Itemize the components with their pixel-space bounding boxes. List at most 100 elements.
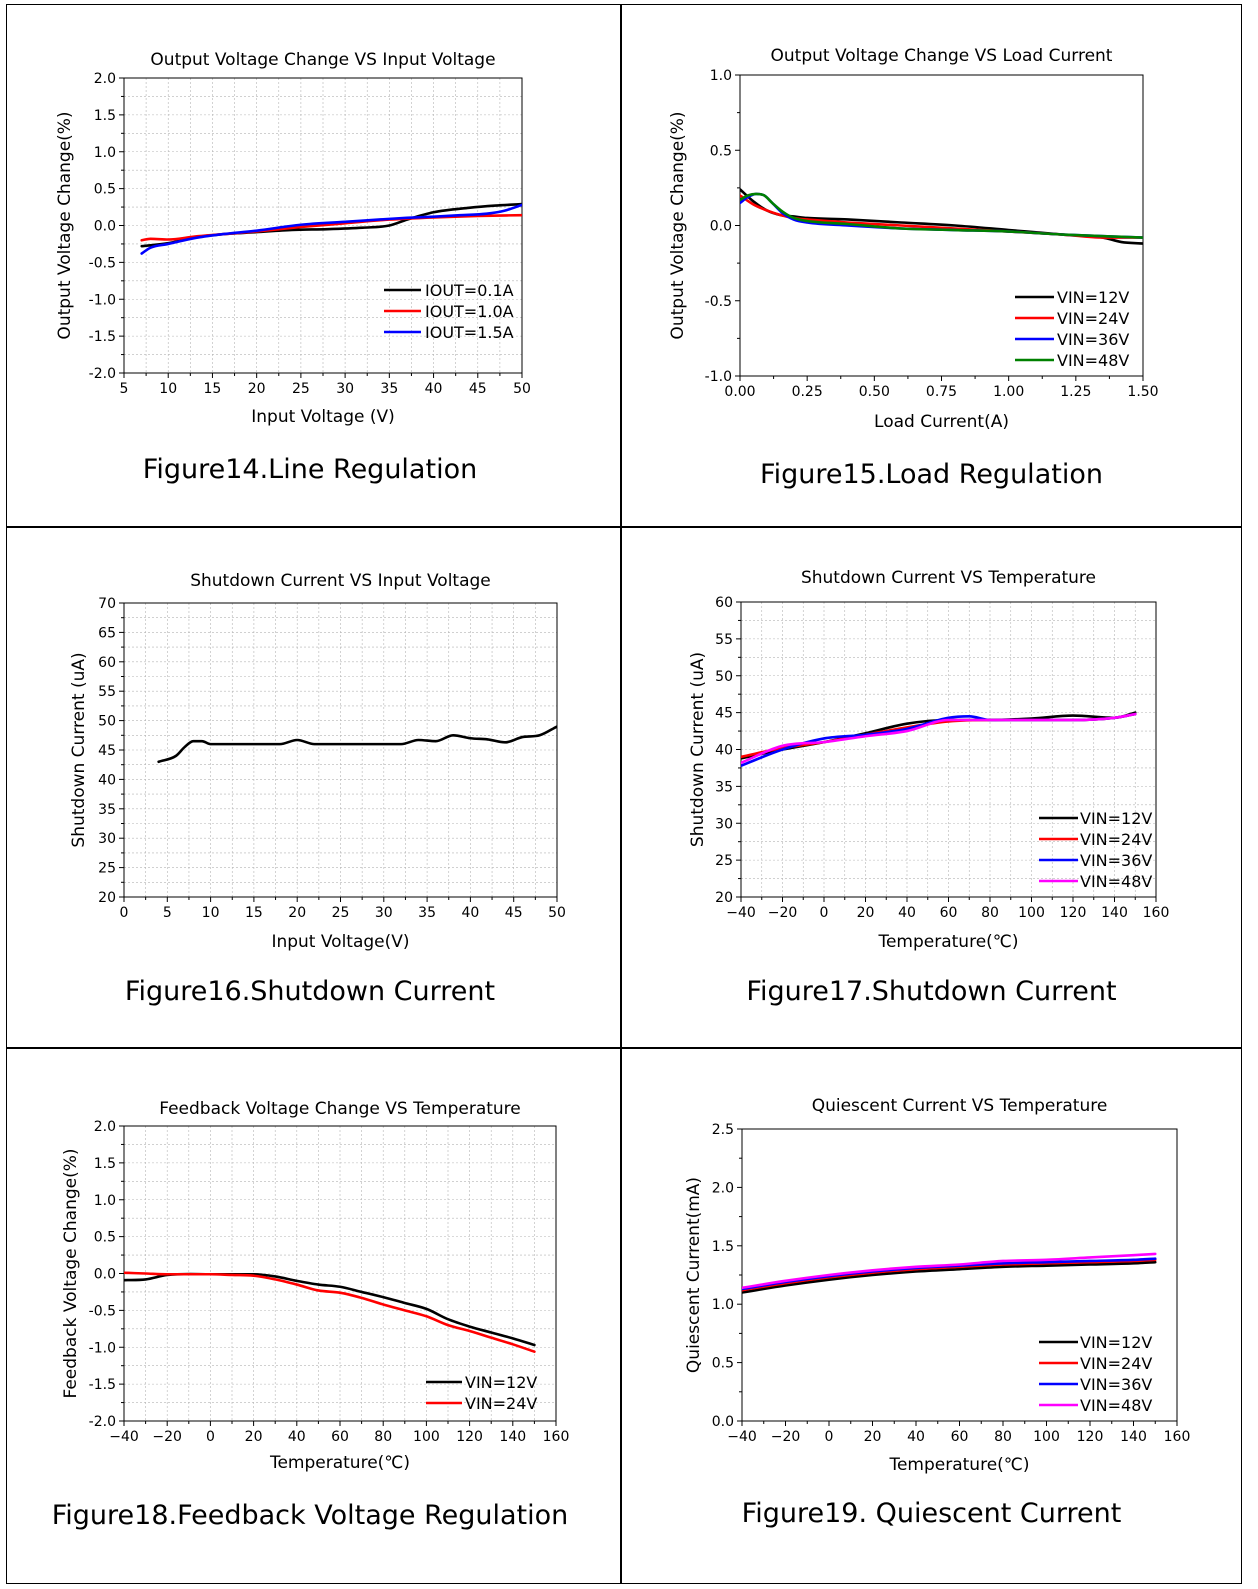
x-tick-label: −20 — [152, 1429, 182, 1445]
x-tick-label: 160 — [543, 1429, 570, 1445]
y-axis-label: Output Voltage Change(%) — [668, 111, 688, 339]
x-tick-label: 0.50 — [859, 384, 890, 400]
x-tick-label: 80 — [981, 905, 999, 921]
x-tick-label: 1.25 — [1060, 384, 1091, 400]
chart-title: Feedback Voltage Change VS Temperature — [159, 1099, 521, 1119]
x-tick-label: 1.50 — [1127, 384, 1158, 400]
y-tick-label: 0.5 — [94, 182, 116, 198]
legend-label: VIN=48V — [1080, 1396, 1152, 1415]
figure18-panel: −40 −20 0 20 40 60 80 100 120 140 160 -2.0 -1.5 -1.0 -… — [0, 1048, 620, 1584]
y-tick-label: 35 — [98, 802, 116, 818]
x-tick-label: 60 — [940, 905, 958, 921]
x-axis-label: Temperature(℃) — [877, 932, 1018, 952]
y-tick-label: 20 — [98, 890, 116, 906]
figure17-panel: −40 −20 0 20 40 60 80 100 120 140 160 20 25 30 35 40 45 5… — [621, 527, 1242, 1047]
y-tick-label: 1.0 — [712, 1297, 734, 1313]
grid-lines — [741, 602, 1156, 897]
y-tick-label: 2.0 — [94, 1119, 116, 1135]
y-tick-label: 60 — [98, 655, 116, 671]
y-tick-label: 1.0 — [94, 1193, 116, 1209]
legend: VIN=12V VIN=24V VIN=36V VIN=48V — [1039, 809, 1152, 891]
legend-label: VIN=24V — [1080, 1354, 1152, 1373]
x-tick-label: 120 — [456, 1429, 483, 1445]
legend-label: VIN=12V — [1057, 288, 1129, 307]
figure15-caption: Figure15.Load Regulation — [760, 459, 1103, 490]
legend-label: IOUT=0.1A — [425, 281, 514, 300]
figure16-caption: Figure16.Shutdown Current — [124, 976, 496, 1007]
x-tick-label: 50 — [513, 381, 531, 397]
grid-divider-vertical — [620, 4, 622, 1584]
x-tick-label: 0 — [820, 905, 829, 921]
chart-figure16: 0 5 10 15 20 25 30 35 40 45 50 20 25 30 35 40 45 50 55 60 65… — [69, 571, 566, 952]
legend-label: VIN=36V — [1080, 851, 1152, 870]
x-tick-label: 15 — [204, 381, 222, 397]
x-tick-label: 60 — [951, 1429, 969, 1445]
y-tick-label: 2.0 — [94, 71, 116, 87]
y-tick-label: 60 — [715, 595, 733, 611]
x-tick-label: 100 — [413, 1429, 440, 1445]
figure19-caption: Figure19. Quiescent Current — [741, 1498, 1122, 1529]
figure15-panel: 0.00 0.25 0.50 0.75 1.00 1.25 1.50 -1.0 -0.5 0.0 0… — [621, 0, 1242, 526]
y-tick-label: 40 — [715, 743, 733, 759]
y-axis-label: Shutdown Current (uA) — [688, 652, 708, 847]
x-tick-label: 20 — [857, 905, 875, 921]
legend-label: VIN=24V — [465, 1394, 537, 1413]
x-tick-label: 60 — [331, 1429, 349, 1445]
chart-figure18: −40 −20 0 20 40 60 80 100 120 140 160 -2.0 -1.5 -1.0 -… — [61, 1099, 570, 1473]
y-tick-label: -0.5 — [89, 255, 116, 271]
y-tick-label: 25 — [715, 853, 733, 869]
legend-label: VIN=36V — [1080, 1375, 1152, 1394]
x-tick-label: 40 — [898, 905, 916, 921]
x-tick-label: 0.75 — [926, 384, 957, 400]
y-tick-label: 1.5 — [94, 108, 116, 124]
y-tick-label: -2.0 — [89, 1414, 116, 1430]
y-tick-label: 1.5 — [94, 1156, 116, 1172]
figure14-panel: 5 10 15 20 25 30 35 40 45 50 -2.0 -1.5 -1.0 -0.5 0.0 0.… — [0, 0, 620, 526]
y-axis-label: Quiescent Current(mA) — [684, 1177, 704, 1373]
axis-ticks — [736, 601, 1157, 902]
x-tick-label: 10 — [202, 905, 220, 921]
y-tick-label: 55 — [715, 632, 733, 648]
x-tick-label: 160 — [1143, 905, 1170, 921]
figure18-caption: Figure18.Feedback Voltage Regulation — [51, 1500, 569, 1531]
y-tick-label: -1.5 — [89, 329, 116, 345]
y-tick-label: 0.0 — [712, 1414, 734, 1430]
x-tick-label: 10 — [159, 381, 177, 397]
x-tick-label: 5 — [120, 381, 129, 397]
chart-title: Shutdown Current VS Temperature — [801, 568, 1096, 588]
y-tick-label: 20 — [715, 890, 733, 906]
x-tick-label: 40 — [461, 905, 479, 921]
figure-grid-border — [6, 4, 1242, 1584]
series-line-vin-12v — [124, 1272, 536, 1347]
chart-title: Shutdown Current VS Input Voltage — [190, 571, 491, 591]
y-tick-label: 50 — [715, 669, 733, 685]
x-tick-label: 0 — [206, 1429, 215, 1445]
axis-ticks — [119, 602, 558, 902]
grid-divider-row2 — [6, 1047, 1242, 1049]
x-tick-label: 40 — [288, 1429, 306, 1445]
series-line-iout-1-5a — [140, 203, 522, 255]
y-axis-label: Feedback Voltage Change(%) — [61, 1148, 81, 1398]
x-tick-label: 45 — [505, 905, 523, 921]
x-tick-label: 20 — [864, 1429, 882, 1445]
x-tick-label: 80 — [994, 1429, 1012, 1445]
figure16-panel: 0 5 10 15 20 25 30 35 40 45 50 20 25 30 35 40 45 50 55 60 65… — [0, 527, 620, 1047]
x-tick-label: 25 — [292, 381, 310, 397]
y-tick-label: 30 — [715, 816, 733, 832]
series-line-vin-48v — [740, 192, 1143, 239]
x-tick-label: 80 — [374, 1429, 392, 1445]
axis-ticks — [735, 74, 1144, 381]
y-tick-label: 0.0 — [94, 219, 116, 235]
x-tick-label: 0 — [825, 1429, 834, 1445]
y-tick-label: 0.5 — [710, 143, 732, 159]
series-line-vin-48v — [742, 1252, 1157, 1290]
x-tick-label: −20 — [768, 905, 798, 921]
chart-title: Output Voltage Change VS Load Current — [771, 46, 1113, 66]
x-axis-label: Input Voltage(V) — [271, 932, 409, 952]
x-tick-label: 15 — [245, 905, 263, 921]
x-tick-label: 140 — [499, 1429, 526, 1445]
legend: VIN=12V VIN=24V VIN=36V VIN=48V — [1015, 288, 1129, 370]
figure17-caption: Figure17.Shutdown Current — [746, 976, 1117, 1007]
y-tick-label: 45 — [715, 706, 733, 722]
x-tick-label: 25 — [332, 905, 350, 921]
